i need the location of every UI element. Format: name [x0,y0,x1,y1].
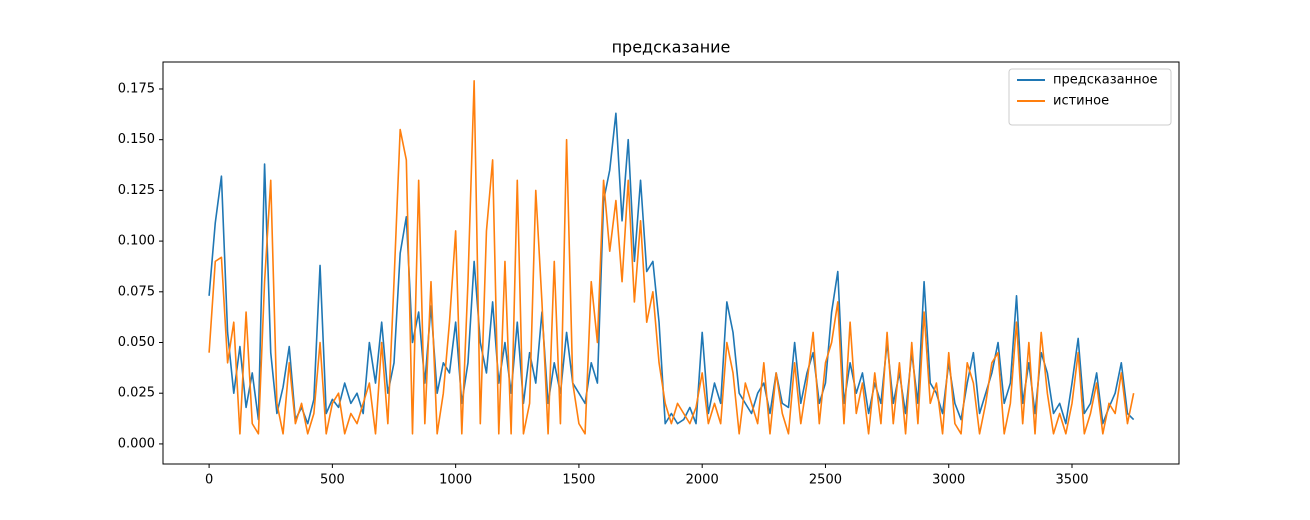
x-tick-label: 0 [205,473,213,488]
legend-label: истиное [1053,94,1109,109]
y-tick-label: 0.050 [118,335,155,350]
y-tick-label: 0.000 [118,436,155,451]
x-tick-label: 3500 [1055,473,1088,488]
legend-label: предсказанное [1053,73,1158,88]
x-tick-label: 2000 [686,473,719,488]
y-tick-label: 0.125 [118,183,155,198]
series-line [208,112,1135,425]
legend-box [1008,68,1172,126]
y-tick-label: 0.100 [118,234,155,249]
x-tick-label: 3000 [932,473,965,488]
y-tick-label: 0.175 [118,81,155,96]
x-tick-label: 1500 [562,473,595,488]
plot-frame [162,61,1180,465]
y-tick-label: 0.150 [118,132,155,147]
series-line [208,80,1135,435]
x-tick-label: 500 [320,473,345,488]
y-tick-label: 0.075 [118,284,155,299]
x-tick-label: 1000 [439,473,472,488]
chart-title: предсказание [612,38,731,57]
x-tick-label: 2500 [809,473,842,488]
y-tick-label: 0.025 [118,386,155,401]
